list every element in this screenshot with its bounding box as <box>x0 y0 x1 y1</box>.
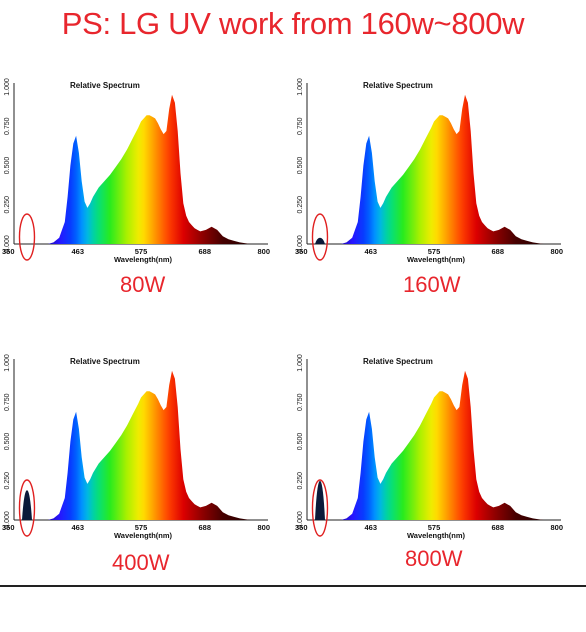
x-tick-label: 800 <box>550 523 563 532</box>
x-tick-label: 350 <box>2 523 15 532</box>
uv-peak <box>315 237 325 244</box>
x-tick-label: 688 <box>492 247 505 256</box>
panel-caption: 80W <box>120 272 166 297</box>
uv-peak <box>315 480 325 520</box>
spectrum-panel-80w: Relative Spectrum 0.000 0.250 0.500 0.750 1.0… <box>0 62 293 356</box>
chart-title: Relative Spectrum <box>70 357 140 366</box>
spectrum-area <box>307 370 550 520</box>
uv-highlight-circle <box>18 479 36 537</box>
x-tick-label: 688 <box>199 247 212 256</box>
uv-peak <box>22 490 32 520</box>
spectrum-panel-160w: Relative Spectrum 0.000 0.250 0.500 0.750 1.0… <box>293 62 586 356</box>
x-axis-label: Wavelength(nm) <box>114 531 173 540</box>
spectrum-area <box>14 94 257 244</box>
x-axis-label: Wavelength(nm) <box>114 255 173 264</box>
y-tick-label: 0.250 <box>297 196 304 214</box>
spectrum-chart-800w: Relative Spectrum 0.000 0.250 0.500 0.750 1.0… <box>295 354 563 540</box>
x-tick-label: 463 <box>365 247 378 256</box>
bottom-rule <box>0 585 586 587</box>
y-tick-label: 0.500 <box>4 433 11 451</box>
y-tick-label: 1.000 <box>4 78 11 96</box>
y-tick-label: 0.500 <box>4 157 11 175</box>
y-tick-label: 0.250 <box>4 196 11 214</box>
x-tick-label: 350 <box>2 247 15 256</box>
x-tick-label: 800 <box>550 247 563 256</box>
x-axis-label: Wavelength(nm) <box>407 255 466 264</box>
y-tick-label: 0.000 <box>4 235 11 253</box>
y-tick-label: 0.750 <box>4 117 11 135</box>
y-tick-label: 0.750 <box>4 393 11 411</box>
x-tick-label: 350 <box>295 247 308 256</box>
y-tick-label: 0.500 <box>297 157 304 175</box>
x-tick-label: 463 <box>365 523 378 532</box>
y-tick-label: 1.000 <box>297 78 304 96</box>
x-tick-label: 800 <box>257 247 270 256</box>
panel-caption: 800W <box>405 546 463 571</box>
x-tick-label: 688 <box>199 523 212 532</box>
x-tick-label: 688 <box>492 523 505 532</box>
spectrum-area <box>307 94 550 244</box>
y-tick-label: 0.250 <box>297 472 304 490</box>
y-tick-label: 0.750 <box>297 117 304 135</box>
spectrum-panel-800w: Relative Spectrum 0.000 0.250 0.500 0.750 1.0… <box>293 338 586 632</box>
x-tick-label: 575 <box>135 523 148 532</box>
chart-title: Relative Spectrum <box>363 357 433 366</box>
spectrum-panel-400w: Relative Spectrum 0.000 0.250 0.500 0.750 1.0… <box>0 338 293 632</box>
chart-title: Relative Spectrum <box>70 81 140 90</box>
spectrum-chart-80w: Relative Spectrum 0.000 0.250 0.500 0.750 1.0… <box>2 78 270 264</box>
x-tick-label: 800 <box>257 523 270 532</box>
spectrum-area <box>14 370 257 520</box>
uv-highlight-circle <box>311 213 329 261</box>
spectrum-chart-400w: Relative Spectrum 0.000 0.250 0.500 0.750 1.0… <box>2 354 270 540</box>
chart-title: Relative Spectrum <box>363 81 433 90</box>
y-tick-label: 1.000 <box>4 354 11 372</box>
spectrum-chart-160w: Relative Spectrum 0.000 0.250 0.500 0.750 1.0… <box>295 78 563 264</box>
x-tick-label: 575 <box>135 247 148 256</box>
y-tick-label: 0.000 <box>297 511 304 529</box>
uv-highlight-circle <box>18 213 36 261</box>
x-tick-label: 463 <box>72 247 85 256</box>
x-axis-label: Wavelength(nm) <box>407 531 466 540</box>
x-tick-label: 575 <box>428 247 441 256</box>
y-tick-label: 1.000 <box>297 354 304 372</box>
panel-caption: 160W <box>403 272 461 297</box>
y-tick-label: 0.250 <box>4 472 11 490</box>
x-tick-label: 575 <box>428 523 441 532</box>
x-tick-label: 463 <box>72 523 85 532</box>
panel-caption: 400W <box>112 550 170 575</box>
uv-highlight-circle <box>311 479 329 537</box>
y-tick-label: 0.000 <box>4 511 11 529</box>
y-tick-label: 0.000 <box>297 235 304 253</box>
y-tick-label: 0.750 <box>297 393 304 411</box>
x-tick-label: 350 <box>295 523 308 532</box>
headline: PS: LG UV work from 160w~800w <box>61 6 525 41</box>
y-tick-label: 0.500 <box>297 433 304 451</box>
